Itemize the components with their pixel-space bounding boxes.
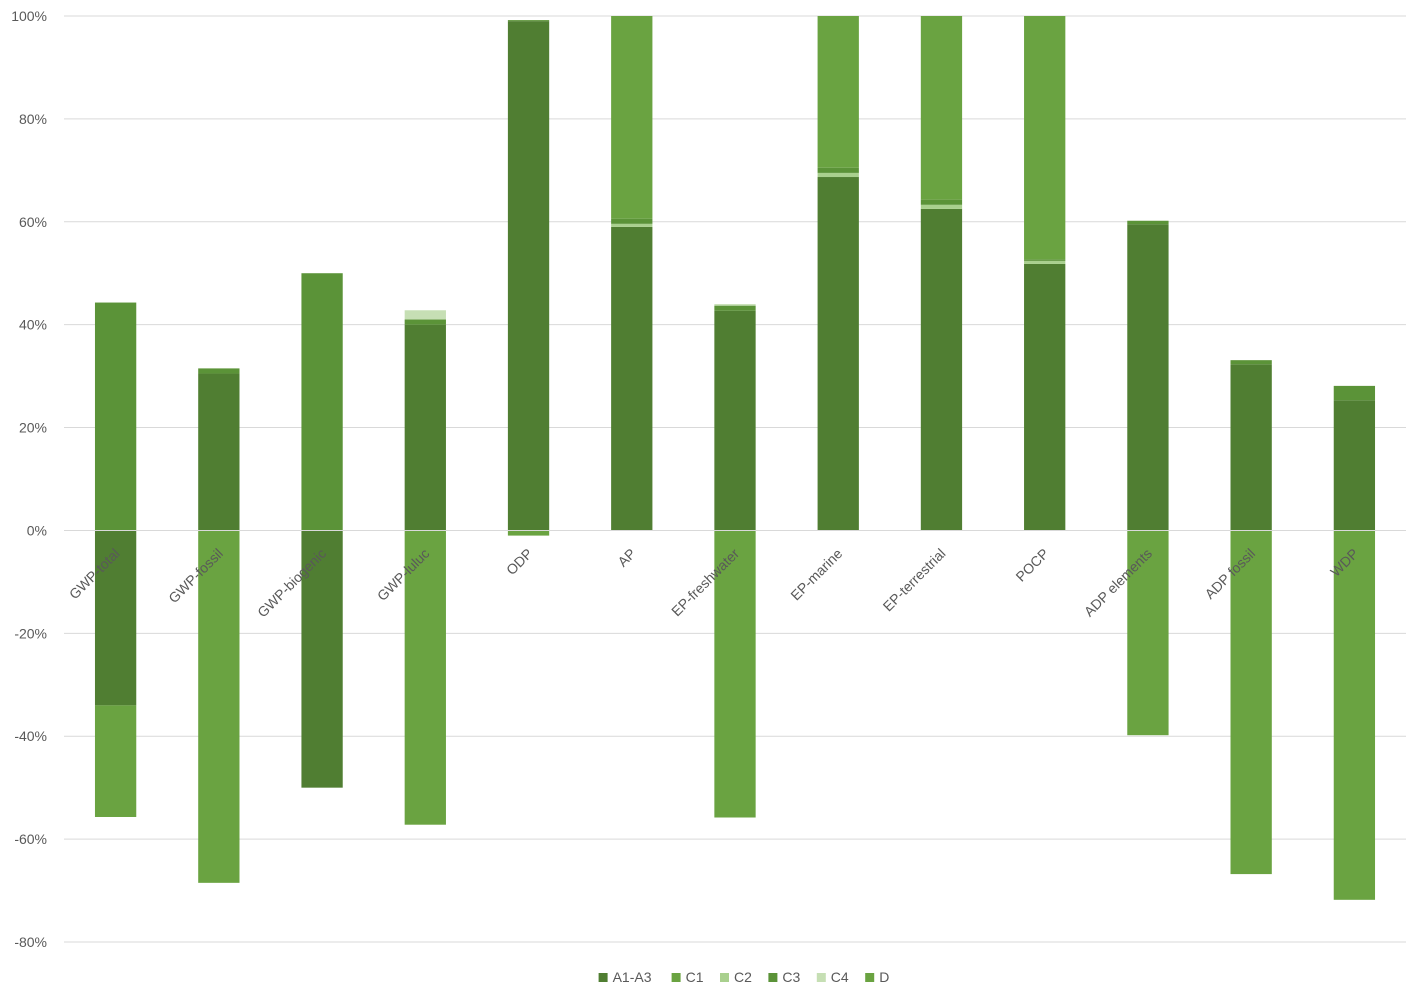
y-tick-label: 20% (19, 420, 47, 436)
y-tick-label: -20% (14, 625, 47, 641)
y-tick-label: 0% (27, 522, 47, 538)
legend-item: C2 (720, 969, 752, 985)
category-label: ODP (503, 545, 536, 578)
bar-segment-a1-a3 (1333, 400, 1376, 531)
bar-segment-c2 (1024, 260, 1066, 264)
y-tick-label: -40% (14, 728, 47, 744)
y-tick-label: 60% (19, 214, 47, 230)
legend-label: C2 (734, 969, 752, 985)
legend-label: C4 (831, 969, 849, 985)
bar-segment-c3 (1333, 385, 1376, 401)
bar-segment-a1-a3 (404, 324, 446, 531)
bar-segment-c3 (714, 305, 756, 311)
legend-swatch (720, 973, 729, 982)
bar-segment-c4 (404, 310, 446, 320)
bar-segment-c3 (1230, 360, 1272, 365)
category-label: EP-marine (787, 545, 845, 603)
bar-segment-c2 (817, 172, 859, 178)
legend-label: C1 (686, 969, 704, 985)
bar-segment-a1-a3 (94, 530, 137, 706)
category-label: EP-terrestrial (880, 545, 949, 614)
legend: A1-A3 C1 C2 C3 C4 D (598, 969, 889, 985)
bar-segment-a1-a3 (920, 208, 963, 531)
bar-segment-c3 (1024, 259, 1066, 261)
bar-segment-c3 (404, 319, 446, 325)
bar-segment-d (1333, 530, 1376, 900)
bar-segment-d (920, 16, 963, 200)
legend-swatch (598, 973, 608, 982)
bar-segment-c3 (611, 218, 653, 224)
bar-segment-d (198, 530, 240, 883)
bar-segment-c3 (1127, 220, 1169, 225)
bar-segment-c3 (301, 273, 343, 531)
legend-item: C3 (768, 969, 801, 985)
bar-segment-c3 (920, 199, 963, 205)
bar-segment-a1-a3 (301, 530, 343, 788)
bar-segment-a1-a3 (1230, 364, 1272, 531)
legend-label: D (879, 969, 889, 985)
bar-segment-a1-a3 (817, 177, 859, 531)
y-tick-label: 80% (19, 111, 47, 127)
bar-segment-c3 (94, 302, 137, 531)
legend-item: C1 (671, 969, 704, 985)
bar-segment-d (404, 530, 446, 825)
bar-segment-d (1230, 530, 1272, 875)
bar-segment-c3 (817, 167, 859, 173)
bars (94, 16, 1376, 900)
bar-segment-a1-a3 (1024, 263, 1066, 531)
legend-item: A1-A3 (598, 969, 652, 985)
legend-swatch (816, 973, 826, 982)
bar-segment-d (817, 16, 859, 168)
legend-swatch (865, 973, 875, 982)
bar-segment-c2 (611, 223, 653, 227)
bar-segment-a1-a3 (611, 226, 653, 531)
legend-label: C3 (782, 969, 800, 985)
bar-segment-a1-a3 (1127, 224, 1169, 531)
bar-segment-c2 (920, 204, 963, 209)
y-tick-label: 40% (19, 317, 47, 333)
y-tick-label: 100% (11, 8, 47, 24)
bar-segment-d (611, 16, 653, 219)
bar-segment-a1-a3 (507, 21, 550, 531)
bar-segment-c4 (714, 304, 756, 306)
category-label: POCP (1012, 545, 1051, 584)
bar-segment-a1-a3 (714, 310, 756, 531)
bar-segment-d (714, 530, 756, 818)
legend-item: D (865, 969, 889, 985)
bar-segment-c3 (198, 368, 240, 374)
category-label: AP (614, 545, 639, 570)
bar-segment-c3 (507, 20, 550, 22)
legend-swatch (768, 973, 778, 982)
bar-segment-d (94, 705, 137, 817)
y-tick-label: -60% (14, 831, 47, 847)
legend-swatch (671, 973, 681, 982)
legend-item: C4 (816, 969, 849, 985)
bar-segment-a1-a3 (198, 373, 240, 531)
bar-segment-d (1024, 16, 1066, 260)
y-axis-tick-labels: -80% -60% -40% -20% 0% 20% 40% 60% 80% 100% (11, 8, 47, 950)
legend-label: A1-A3 (613, 969, 652, 985)
bar-segment-d (1127, 530, 1169, 736)
bar-segment-d (507, 530, 550, 536)
y-tick-label: -80% (14, 934, 47, 950)
